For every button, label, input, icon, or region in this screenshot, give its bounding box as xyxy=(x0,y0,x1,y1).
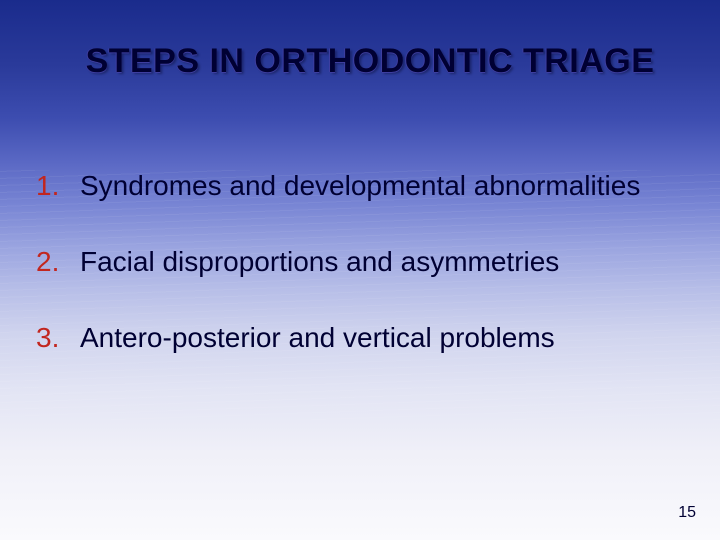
list-text: Facial disproportions and asymmetries xyxy=(74,246,559,278)
list-item: 1. Syndromes and developmental abnormali… xyxy=(36,170,676,202)
slide-title: STEPS IN ORTHODONTIC TRIAGE xyxy=(50,42,690,81)
list-item: 3. Antero-posterior and vertical problem… xyxy=(36,322,676,354)
list-number: 2. xyxy=(36,246,74,278)
numbered-list: 1. Syndromes and developmental abnormali… xyxy=(36,170,676,399)
list-text: Syndromes and developmental abnormalitie… xyxy=(74,170,640,202)
list-text: Antero-posterior and vertical problems xyxy=(74,322,555,354)
list-number: 1. xyxy=(36,170,74,202)
list-item: 2. Facial disproportions and asymmetries xyxy=(36,246,676,278)
page-number: 15 xyxy=(678,504,696,522)
slide: STEPS IN ORTHODONTIC TRIAGE 1. Syndromes… xyxy=(0,0,720,540)
list-number: 3. xyxy=(36,322,74,354)
